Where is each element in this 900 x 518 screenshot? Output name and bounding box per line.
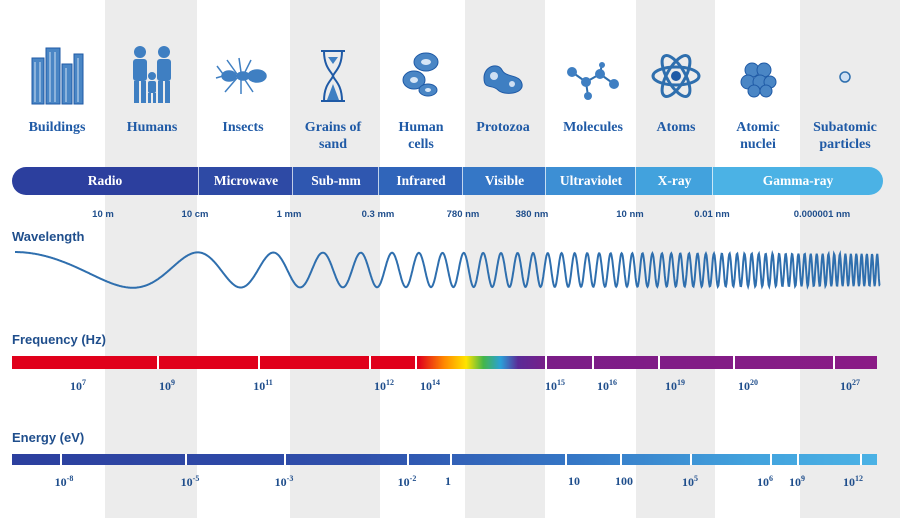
insect-icon [215,56,271,101]
energy-tick [620,454,622,465]
spectrum-segment: Visible [462,167,546,195]
frequency-tick-label: 1011 [253,378,273,393]
frequency-title: Frequency (Hz) [12,332,106,347]
frequency-tick-label: 1027 [840,378,860,393]
spectrum-segment: Sub-mm [292,167,379,195]
nucleus-icon [738,58,778,103]
energy-tick-label: 1012 [843,474,863,489]
frequency-tick [369,356,371,369]
energy-tick [690,454,692,465]
frequency-bar [12,356,877,369]
energy-tick-label: 105 [682,474,698,489]
frequency-tick [258,356,260,369]
frequency-tick-label: 1014 [420,378,440,393]
energy-tick-label: 10-8 [54,474,74,489]
cells-icon [400,50,442,103]
energy-bar [12,454,877,465]
frequency-tick-label: 107 [70,378,86,393]
frequency-tick [545,356,547,369]
humans-icon [125,44,179,111]
energy-tick-label: 10-3 [274,474,294,489]
energy-tick-label: 10-2 [397,474,417,489]
wavelength-label: 380 nm [515,209,549,220]
energy-tick [284,454,286,465]
energy-tick [407,454,409,465]
object-label: Buildings [28,120,86,135]
particle-icon [838,70,852,89]
frequency-tick-label: 1016 [597,378,617,393]
object-label: Protozoa [476,120,530,135]
spectrum-segment: Infrared [378,167,463,195]
object-label: Insects [222,120,264,135]
spectrum-segment: Radio [12,167,198,195]
wavelength-label: 780 nm [446,209,480,220]
object-label: Atomic nuclei [736,120,780,152]
protozoa-icon [480,56,526,103]
energy-tick [185,454,187,465]
wavelength-wave [15,249,881,291]
frequency-tick [415,356,417,369]
frequency-tick-label: 1020 [738,378,758,393]
frequency-tick-label: 1019 [665,378,685,393]
energy-tick [60,454,62,465]
energy-title: Energy (eV) [12,430,85,445]
energy-tick-label: 106 [757,474,773,489]
hourglass-icon [318,48,348,109]
energy-tick-label: 100 [615,474,633,488]
energy-tick-label: 1 [445,474,451,488]
frequency-tick [658,356,660,369]
wavelength-label: 10 nm [616,209,644,220]
energy-tick [450,454,452,465]
object-label: Subatomic particles [813,120,877,152]
wavelength-label: 10 cm [181,209,209,220]
frequency-tick-label: 109 [159,378,175,393]
object-label: Molecules [563,120,623,135]
atom-icon [650,52,702,105]
wavelength-label: 1 mm [276,209,302,220]
wavelength-label: 0.3 mm [361,209,395,220]
energy-tick-label: 10-5 [180,474,200,489]
energy-tick-label: 10 [568,474,580,488]
wavelength-title: Wavelength [12,229,85,244]
wave-line [15,249,881,291]
frequency-tick-label: 1012 [374,378,394,393]
spectrum-segment: Microwave [198,167,293,195]
spectrum-segment: Ultraviolet [545,167,636,195]
spectrum-segment: X-ray [635,167,713,195]
energy-tick [797,454,799,465]
spectrum-segment: Gamma-ray [712,167,883,195]
energy-tick-label: 109 [789,474,805,489]
buildings-icon [28,44,86,111]
object-label: Human cells [398,120,444,152]
energy-tick [860,454,862,465]
wavelength-label: 0.01 nm [694,209,730,220]
molecule-icon [564,62,622,105]
wavelength-label: 10 m [92,209,114,220]
frequency-tick [833,356,835,369]
object-label: Humans [126,120,178,135]
spectrum-band-bar: Radio Microwave Sub-mm Infrared Visible Ultra… [12,167,883,195]
wavelength-label: 0.000001 nm [793,209,851,220]
object-label: Grains of sand [304,120,362,152]
frequency-tick-label: 1015 [545,378,565,393]
energy-tick [770,454,772,465]
energy-tick [565,454,567,465]
frequency-tick [733,356,735,369]
frequency-tick [157,356,159,369]
object-label: Atoms [656,120,696,135]
frequency-tick [592,356,594,369]
